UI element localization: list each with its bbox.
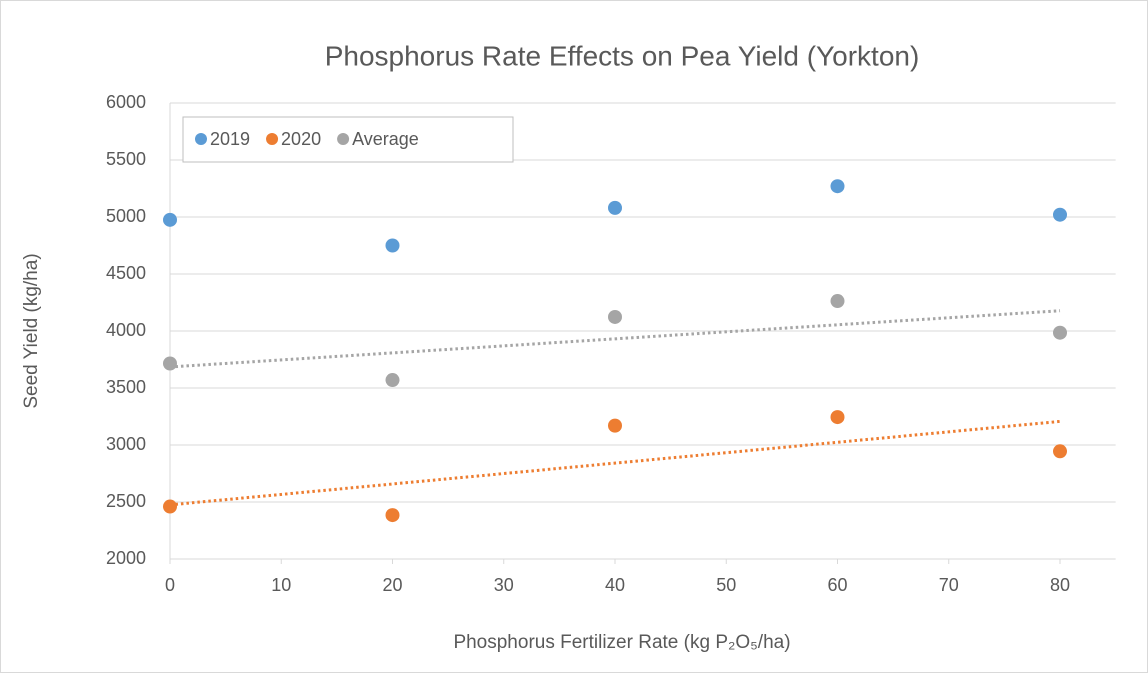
y-tick-label: 5000 [106, 206, 146, 226]
chart-title: Phosphorus Rate Effects on Pea Yield (Yo… [325, 40, 920, 71]
y-tick-label: 4500 [106, 263, 146, 283]
data-point [163, 212, 177, 227]
x-tick-label: 80 [1050, 575, 1070, 595]
data-point [608, 418, 622, 433]
data-point [163, 356, 177, 371]
data-point [385, 508, 400, 523]
y-tick-label: 3000 [106, 434, 146, 454]
x-tick-label: 60 [827, 575, 847, 595]
data-point [1053, 325, 1067, 340]
legend-marker [337, 133, 350, 145]
y-tick-label: 6000 [106, 92, 146, 112]
x-tick-label: 40 [605, 575, 625, 595]
legend-marker [195, 133, 207, 145]
data-point [830, 410, 845, 425]
data-point [385, 373, 400, 388]
trendline [169, 419, 1061, 507]
legend-marker [266, 133, 279, 145]
legend-label: 2019 [210, 129, 250, 149]
data-point [830, 294, 845, 309]
data-point [385, 238, 400, 253]
legend-label: Average [352, 129, 419, 149]
x-axis-label: Phosphorus Fertilizer Rate (kg P₂O₅/ha) [453, 632, 790, 653]
x-tick-label: 50 [716, 575, 736, 595]
trendline [169, 309, 1061, 369]
x-tick-label: 0 [165, 575, 175, 595]
data-point [163, 499, 177, 514]
y-tick-label: 3500 [106, 377, 146, 397]
y-tick-label: 4000 [106, 320, 146, 340]
y-tick-label: 2500 [106, 491, 146, 511]
data-point [830, 179, 845, 194]
data-point [608, 200, 622, 215]
y-tick-label: 5500 [106, 149, 146, 169]
x-tick-label: 10 [271, 575, 291, 595]
x-tick-label: 70 [939, 575, 959, 595]
y-axis-label: Seed Yield (kg/ha) [21, 253, 42, 408]
data-point [608, 309, 622, 324]
data-point [1053, 444, 1067, 459]
legend-label: 2020 [281, 129, 321, 149]
x-tick-label: 30 [494, 575, 514, 595]
y-tick-label: 2000 [106, 548, 146, 568]
data-point [1053, 207, 1067, 222]
x-tick-label: 20 [382, 575, 402, 595]
